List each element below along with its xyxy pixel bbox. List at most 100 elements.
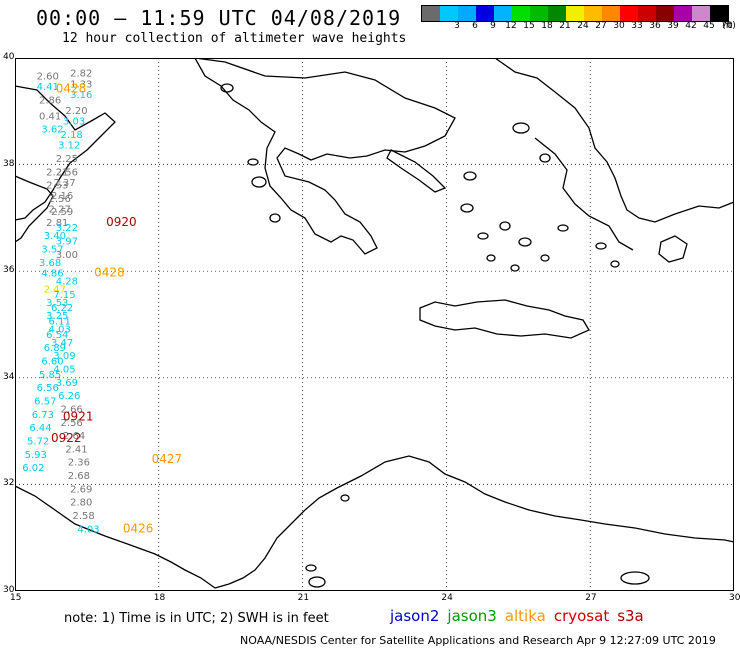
wave-height-value: 3.25 (46, 311, 68, 322)
wave-height-value: 2.86 (39, 95, 61, 106)
wave-height-value: 2.36 (68, 458, 90, 469)
satellite-label-jason2: jason2 (390, 607, 440, 625)
track-times-layer: 0428 0920 0428 0921 0922 0427 0426 (51, 82, 182, 536)
wave-height-value: 3.00 (56, 250, 78, 261)
wave-height-value: 2.59 (51, 207, 73, 218)
wave-height-value: 3.69 (56, 378, 78, 389)
wave-height-value: 2.60 (37, 71, 59, 82)
map-border (15, 58, 734, 591)
legend-swatch (620, 6, 638, 21)
legend-label: 9 (490, 21, 496, 31)
wave-height-value: 2.25 (56, 154, 78, 165)
track-time-label: 0921 (63, 409, 94, 423)
lon-tick-label: 30 (729, 593, 740, 603)
map-canvas: 2.821.333.162.203.032.183.122.252.562.37… (15, 58, 734, 591)
greece-coast (194, 58, 456, 255)
wave-height-value: 6.26 (58, 391, 80, 402)
wave-height-value: 2.16 (51, 191, 73, 202)
wave-height-value: 4.86 (41, 269, 63, 280)
legend-label: 6 (472, 21, 478, 31)
crete-coast (419, 299, 590, 339)
wave-height-value: 2.64 (63, 431, 85, 442)
wave-height-value: 6.56 (37, 383, 59, 394)
wave-height-value: 1.33 (70, 79, 92, 90)
island (251, 176, 267, 188)
satellite-legend: jason2 jason3 altika cryosat s3a (390, 607, 652, 625)
wave-height-value: 2.69 (70, 484, 92, 495)
legend-label: 15 (523, 21, 535, 31)
gridlines (15, 58, 734, 591)
legend-label: 45 (703, 21, 715, 31)
legend-label: 18 (541, 21, 553, 31)
wave-height-value: 2.82 (70, 69, 92, 80)
legend-label: 70 (721, 21, 733, 31)
legend-label: 30 (613, 21, 625, 31)
wave-height-value: 3.16 (70, 90, 92, 101)
page-title: 00:00 – 11:59 UTC 04/08/2019 (36, 6, 402, 30)
turkey-coast (494, 58, 734, 223)
island (620, 571, 650, 585)
libya-coast (15, 455, 734, 589)
wave-height-value: 3.12 (58, 141, 80, 152)
wave-height-value: 6.73 (32, 410, 54, 421)
wave-height-value: 4.03 (49, 324, 71, 335)
island (540, 254, 550, 262)
island (610, 260, 620, 268)
coastlines (15, 58, 734, 589)
legend-swatch (656, 6, 674, 21)
legend-swatch (584, 6, 602, 21)
legend-swatch (494, 6, 512, 21)
legend-swatch (566, 6, 584, 21)
lat-tick-label: 36 (3, 265, 15, 276)
lat-tick-label: 30 (3, 585, 15, 595)
island (595, 242, 607, 250)
legend-label: 21 (559, 21, 571, 31)
legend-label: 27 (595, 21, 607, 31)
island (499, 221, 511, 231)
wave-height-value: 2.27 (49, 205, 71, 216)
wave-height-value: 3.62 (41, 125, 63, 136)
lon-tick-label: 24 (441, 593, 453, 603)
wave-height-value: 3.03 (63, 117, 85, 128)
island (518, 237, 532, 247)
wave-height-value: 3.22 (56, 223, 78, 234)
page-subtitle: 12 hour collection of altimeter wave hei… (62, 31, 407, 46)
wave-height-value: 3.97 (56, 237, 78, 248)
legend-swatch (458, 6, 476, 21)
wave-height-value: 3.57 (41, 245, 63, 256)
island (463, 171, 477, 181)
island (269, 213, 281, 223)
wave-height-legend (421, 5, 729, 22)
wave-height-value: 3.47 (51, 338, 73, 349)
satellite-label-cryosat: cryosat (553, 607, 610, 625)
wave-height-value: 2.37 (53, 178, 75, 189)
legend-label: 39 (667, 21, 679, 31)
island (220, 83, 234, 93)
legend-label: 42 (685, 21, 697, 31)
wave-height-value: 4.28 (56, 277, 78, 288)
legend-swatch (602, 6, 620, 21)
wave-height-value: 4.03 (77, 524, 99, 535)
legend-swatch (674, 6, 692, 21)
legend-swatch (692, 6, 710, 21)
wave-height-value: 6.60 (41, 356, 63, 367)
track-time-label: 0428 (56, 82, 87, 96)
wave-height-value: 5.72 (27, 436, 49, 447)
wave-height-value: 4.05 (53, 364, 75, 375)
wave-height-value: 2.53 (46, 181, 68, 192)
island (340, 494, 350, 502)
wave-height-value: 3.53 (46, 298, 68, 309)
satellite-label-s3a: s3a (617, 607, 644, 625)
island (486, 254, 496, 262)
lat-tick-label: 40 (3, 52, 15, 62)
island (460, 203, 474, 213)
island (247, 158, 259, 166)
wave-height-value: 2.47 (44, 285, 66, 296)
wave-height-value: 2.41 (65, 444, 87, 455)
lon-tick-label: 27 (585, 593, 597, 603)
legend-swatch (422, 6, 440, 21)
wave-height-value: 3.68 (39, 258, 61, 269)
legend-label: 36 (649, 21, 661, 31)
legend-swatch (440, 6, 458, 21)
wave-height-value: 6.11 (49, 317, 71, 328)
